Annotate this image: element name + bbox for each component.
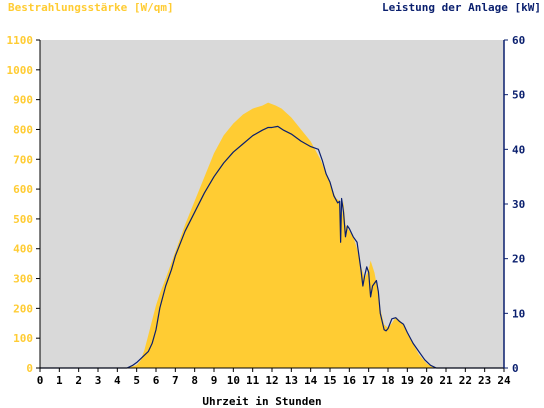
x-tick-label: 6 bbox=[153, 374, 160, 387]
x-tick-label: 11 bbox=[246, 374, 260, 387]
y-right-tick-label: 50 bbox=[512, 89, 525, 102]
x-tick-label: 23 bbox=[478, 374, 491, 387]
x-tick-label: 5 bbox=[133, 374, 140, 387]
x-tick-label: 9 bbox=[211, 374, 218, 387]
y-left-tick-label: 700 bbox=[13, 153, 33, 166]
y-left-tick-label: 0 bbox=[26, 362, 33, 375]
x-tick-label: 20 bbox=[420, 374, 433, 387]
y-left-tick-label: 300 bbox=[13, 273, 33, 286]
ticks-layer: 0 1 2 3 4 5 6 7 8 9 10 11 12 13 14 15 16 17 18 19 20 21 22 23 24… bbox=[7, 34, 526, 387]
y-right-tick-label: 20 bbox=[512, 253, 525, 266]
y-right-tick-label: 40 bbox=[512, 143, 525, 156]
irradiance-area bbox=[40, 102, 504, 369]
y-right-tick-label: 0 bbox=[512, 362, 519, 375]
y-right-tick-label: 30 bbox=[512, 198, 525, 211]
x-tick-label: 22 bbox=[459, 374, 472, 387]
x-tick-label: 18 bbox=[381, 374, 394, 387]
y-right-tick-label: 10 bbox=[512, 307, 525, 320]
series-layer bbox=[40, 102, 504, 369]
x-tick-label: 12 bbox=[265, 374, 278, 387]
x-tick-label: 7 bbox=[172, 374, 179, 387]
y-left-tick-label: 1000 bbox=[7, 64, 34, 77]
y-left-tick-label: 500 bbox=[13, 213, 33, 226]
left-axis-title: Bestrahlungsstärke [W/qm] bbox=[8, 1, 174, 14]
x-tick-label: 13 bbox=[285, 374, 298, 387]
x-tick-label: 2 bbox=[75, 374, 82, 387]
y-left-tick-label: 100 bbox=[13, 332, 33, 345]
x-tick-label: 24 bbox=[497, 374, 511, 387]
x-tick-label: 19 bbox=[401, 374, 414, 387]
power-line bbox=[40, 125, 504, 369]
x-tick-label: 0 bbox=[37, 374, 44, 387]
y-left-tick-label: 800 bbox=[13, 123, 33, 136]
x-tick-label: 3 bbox=[95, 374, 102, 387]
x-tick-label: 8 bbox=[191, 374, 198, 387]
x-tick-label: 4 bbox=[114, 374, 121, 387]
x-tick-label: 10 bbox=[227, 374, 240, 387]
y-left-tick-label: 1100 bbox=[7, 34, 34, 47]
x-tick-label: 17 bbox=[362, 374, 375, 387]
y-left-tick-label: 900 bbox=[13, 94, 33, 107]
y-right-tick-label: 60 bbox=[512, 34, 525, 47]
x-tick-label: 1 bbox=[56, 374, 63, 387]
x-tick-label: 16 bbox=[343, 374, 357, 387]
x-axis-title: Uhrzeit in Stunden bbox=[202, 395, 321, 408]
x-tick-label: 15 bbox=[323, 374, 336, 387]
y-left-tick-label: 600 bbox=[13, 183, 33, 196]
right-axis-title: Leistung der Anlage [kW] bbox=[382, 1, 541, 14]
x-tick-label: 14 bbox=[304, 374, 318, 387]
x-tick-label: 21 bbox=[439, 374, 453, 387]
y-left-tick-label: 400 bbox=[13, 243, 33, 256]
y-left-tick-label: 200 bbox=[13, 302, 33, 315]
